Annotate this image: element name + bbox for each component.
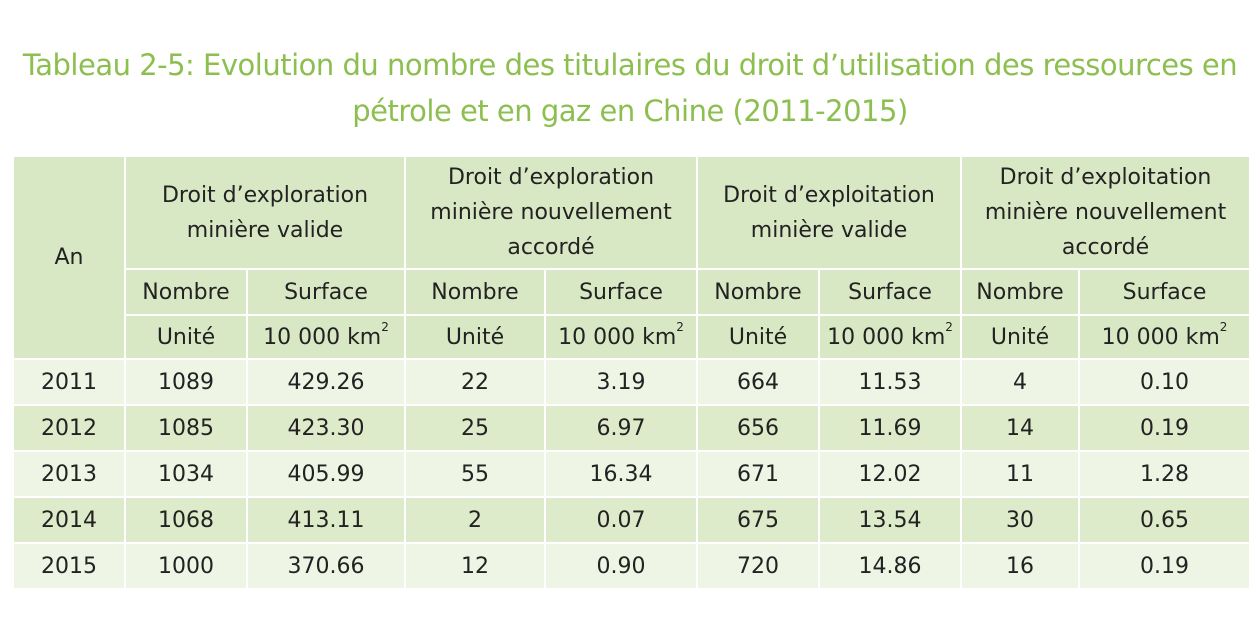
unit-surface: 10 000 km2 (1078, 314, 1252, 360)
surface-cell: 0.19 (1078, 542, 1252, 590)
number-cell: 25 (404, 404, 546, 452)
unit-surface-text: 10 000 km (827, 324, 946, 350)
table-body: 2011 1089 429.26 22 3.19 664 11.53 4 0.10 2012 108… (12, 358, 1252, 590)
header-unit-row: Unité 10 000 km2 Unité 10 000 km2 Unité … (13, 314, 1252, 360)
sub-header-number: Nombre (960, 268, 1081, 316)
number-cell: 1068 (124, 496, 248, 544)
number-cell: 55 (404, 450, 546, 498)
sub-header-surface: Surface (543, 268, 699, 316)
number-cell: 1085 (124, 404, 248, 452)
number-cell: 12 (404, 542, 546, 590)
number-cell: 16 (960, 542, 1081, 590)
data-table: An Droit d’exploration minière valide Dr… (12, 155, 1252, 590)
sub-header-number: Nombre (124, 268, 248, 316)
surface-cell: 0.07 (543, 496, 699, 544)
group-header-exploration-new: Droit d’exploration minière nouvellement… (403, 155, 699, 270)
group-header-line: Droit d’exploitation (723, 182, 935, 208)
group-header-line: accordé (1061, 235, 1150, 260)
surface-cell: 3.19 (543, 358, 699, 406)
surface-cell: 0.10 (1078, 358, 1252, 406)
surface-cell: 11.69 (818, 404, 963, 452)
surface-cell: 12.02 (818, 450, 963, 498)
group-header-exploration-valid: Droit d’exploration minière valide (124, 155, 406, 270)
sub-header-surface: Surface (246, 268, 406, 316)
number-cell: 2 (404, 496, 546, 544)
sub-header-number: Nombre (404, 268, 546, 316)
year-cell: 2013 (12, 450, 126, 498)
number-cell: 675 (696, 496, 821, 544)
surface-cell: 413.11 (246, 496, 406, 544)
table-row: 2015 1000 370.66 12 0.90 720 14.86 16 0.19 (12, 542, 1252, 590)
number-cell: 664 (696, 358, 821, 406)
number-cell: 30 (960, 496, 1081, 544)
year-header: An (12, 155, 126, 360)
number-cell: 1034 (124, 450, 248, 498)
header-sub-row: Nombre Surface Nombre Surface Nombre Sur… (13, 268, 1252, 316)
number-cell: 720 (696, 542, 821, 590)
unit-surface: 10 000 km2 (543, 314, 699, 360)
group-header-line: Droit d’exploration (447, 165, 655, 190)
surface-cell: 13.54 (818, 496, 963, 544)
surface-cell: 0.65 (1078, 496, 1252, 544)
number-cell: 4 (960, 358, 1081, 406)
group-header-exploitation-valid: Droit d’exploitation minière valide (696, 155, 963, 270)
table-row: 2014 1068 413.11 2 0.07 675 13.54 30 0.65 (12, 496, 1252, 544)
unit-surface: 10 000 km2 (246, 314, 406, 360)
table-title: Tableau 2-5: Evolution du nombre des tit… (0, 42, 1260, 134)
number-cell: 1000 (124, 542, 248, 590)
surface-cell: 6.97 (543, 404, 699, 452)
group-header-line: minière nouvellement (430, 200, 672, 225)
group-header-line: minière nouvellement (984, 200, 1227, 225)
group-header-line: Droit d’exploration (161, 182, 369, 208)
surface-cell: 370.66 (246, 542, 406, 590)
surface-cell: 429.26 (246, 358, 406, 406)
surface-cell: 0.19 (1078, 404, 1252, 452)
unit-number: Unité (404, 314, 546, 360)
number-cell: 1089 (124, 358, 248, 406)
surface-cell: 16.34 (543, 450, 699, 498)
number-cell: 11 (960, 450, 1081, 498)
unit-number: Unité (124, 314, 248, 360)
number-cell: 671 (696, 450, 821, 498)
sub-header-surface: Surface (1078, 268, 1252, 316)
unit-surface-text: 10 000 km (558, 324, 677, 350)
unit-surface-text: 10 000 km (263, 324, 382, 350)
header-group-row: An Droit d’exploration minière valide Dr… (12, 155, 1252, 360)
surface-cell: 0.90 (543, 542, 699, 590)
unit-number: Unité (696, 314, 821, 360)
unit-surface: 10 000 km2 (818, 314, 963, 360)
surface-cell: 11.53 (818, 358, 963, 406)
unit-surface-exponent: 2 (1219, 319, 1228, 334)
title-line-1: Tableau 2-5: Evolution du nombre des tit… (22, 48, 1238, 82)
year-cell: 2011 (12, 358, 126, 406)
group-header-line: minière valide (186, 217, 344, 243)
year-cell: 2015 (12, 542, 126, 590)
unit-surface-text: 10 000 km (1101, 324, 1220, 350)
table-row: 2012 1085 423.30 25 6.97 656 11.69 14 0.19 (12, 404, 1252, 452)
unit-surface-exponent: 2 (945, 319, 953, 334)
number-cell: 22 (404, 358, 546, 406)
number-cell: 14 (960, 404, 1081, 452)
surface-cell: 423.30 (246, 404, 406, 452)
unit-surface-exponent: 2 (381, 319, 389, 334)
title-line-2: pétrole et en gaz en Chine (2011-2015) (352, 94, 908, 128)
table-row: 2011 1089 429.26 22 3.19 664 11.53 4 0.10 (12, 358, 1252, 406)
sub-header-surface: Surface (818, 268, 963, 316)
year-cell: 2012 (12, 404, 126, 452)
group-header-exploitation-new: Droit d’exploitation minière nouvellemen… (960, 155, 1252, 270)
surface-cell: 14.86 (818, 542, 963, 590)
unit-surface-exponent: 2 (676, 319, 684, 334)
group-header-line: minière valide (750, 217, 908, 243)
table-row: 2013 1034 405.99 55 16.34 671 12.02 11 1.28 (12, 450, 1252, 498)
sub-header-number: Nombre (696, 268, 821, 316)
group-header-line: accordé (507, 235, 595, 260)
surface-cell: 405.99 (246, 450, 406, 498)
number-cell: 656 (696, 404, 821, 452)
surface-cell: 1.28 (1078, 450, 1252, 498)
group-header-line: Droit d’exploitation (999, 165, 1212, 190)
year-cell: 2014 (12, 496, 126, 544)
unit-number: Unité (960, 314, 1081, 360)
